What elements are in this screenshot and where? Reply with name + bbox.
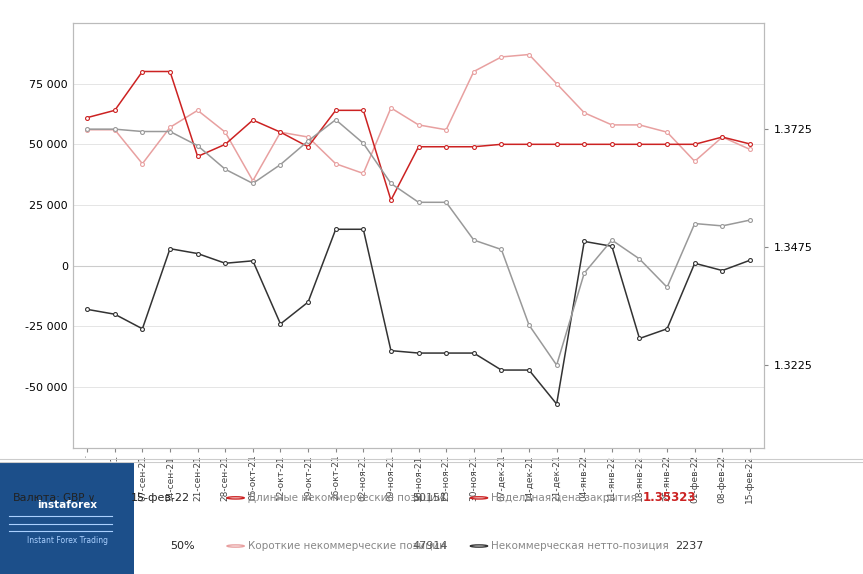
- Circle shape: [470, 497, 488, 499]
- Text: 1.35323: 1.35323: [643, 491, 696, 505]
- Text: instaforex: instaforex: [37, 499, 98, 510]
- Text: 2237: 2237: [675, 541, 703, 551]
- Circle shape: [470, 545, 488, 547]
- Text: 15-фев-22: 15-фев-22: [131, 493, 191, 503]
- FancyBboxPatch shape: [0, 462, 134, 574]
- Text: 47914: 47914: [413, 541, 448, 551]
- Text: 50151: 50151: [413, 493, 448, 503]
- Text: Некоммерческая нетто-позиция: Некоммерческая нетто-позиция: [491, 541, 669, 551]
- FancyBboxPatch shape: [59, 469, 100, 518]
- Text: Короткие некоммерческие позиции: Короткие некоммерческие позиции: [248, 541, 445, 551]
- Circle shape: [227, 497, 244, 499]
- Circle shape: [227, 545, 244, 547]
- Text: Длинные некоммерческие позиции: Длинные некоммерческие позиции: [248, 493, 444, 503]
- Text: Валюта:: Валюта:: [13, 493, 60, 503]
- Text: GBP ∨: GBP ∨: [63, 493, 96, 503]
- Text: Instant Forex Trading: Instant Forex Trading: [27, 536, 108, 545]
- Text: Недельная цена закрытия: Недельная цена закрытия: [491, 493, 637, 503]
- Text: 50%: 50%: [170, 541, 195, 551]
